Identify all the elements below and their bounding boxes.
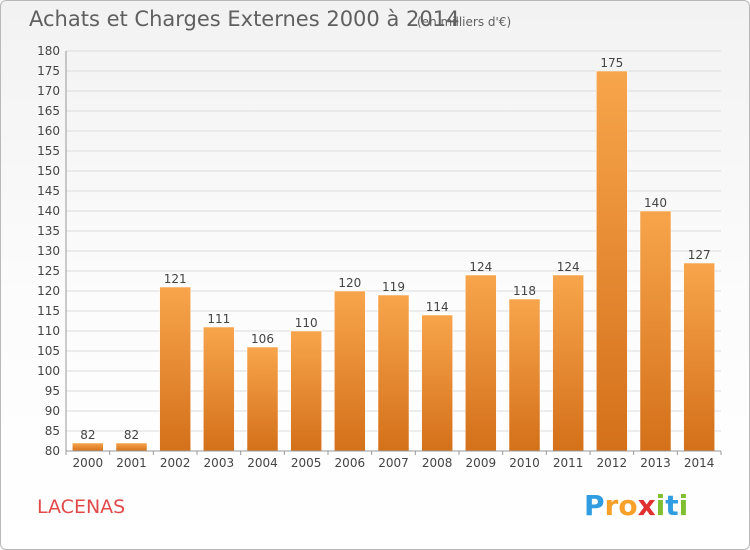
bars: 82 82 121 111 106 110 120 119 114 124 118 124 175 140…	[72, 56, 715, 452]
logo-letter: r	[604, 489, 619, 522]
x-tick-label: 2014	[684, 456, 715, 470]
bar	[552, 274, 584, 452]
x-tick-label: 2006	[335, 456, 366, 470]
bar	[115, 442, 148, 452]
y-axis: 80 85 90 95 100 105 110 115 120 125 130 135 140 145 15…	[37, 44, 67, 458]
bar-value-label: 106	[251, 332, 274, 346]
y-tick-label: 120	[37, 284, 60, 298]
chart-subtitle: (en milliers d'€)	[417, 15, 512, 29]
y-tick-label: 110	[37, 324, 60, 338]
logo-letter: i	[678, 489, 689, 522]
bar-value-label: 111	[207, 312, 230, 326]
y-tick-label: 145	[37, 184, 60, 198]
y-tick-label: 150	[37, 164, 60, 178]
y-tick-label: 140	[37, 204, 60, 218]
y-tick-label: 165	[37, 104, 60, 118]
logo-letter: o	[618, 489, 638, 522]
bar-value-label: 140	[644, 196, 667, 210]
x-tick-label: 2013	[640, 456, 671, 470]
y-tick-label: 160	[37, 124, 60, 138]
bar-value-label: 82	[80, 428, 95, 442]
x-tick-label: 2003	[204, 456, 235, 470]
y-tick-label: 155	[37, 144, 60, 158]
x-axis: 2000 2001 2002 2003 2004 2005 2006 2007 2008 2009…	[65, 450, 722, 470]
bar	[421, 314, 453, 452]
y-tick-label: 100	[37, 364, 60, 378]
bar-value-label: 118	[513, 284, 536, 298]
y-tick-label: 115	[37, 304, 60, 318]
bar-value-label: 114	[426, 300, 449, 314]
y-tick-label: 105	[37, 344, 60, 358]
x-tick-label: 2010	[509, 456, 540, 470]
x-tick-label: 2002	[160, 456, 191, 470]
bar-value-label: 127	[688, 248, 711, 262]
x-tick-label: 2008	[422, 456, 453, 470]
y-tick-label: 125	[37, 264, 60, 278]
bar	[377, 294, 410, 452]
bar	[203, 326, 235, 452]
bar	[596, 70, 628, 452]
bar-value-label: 82	[124, 428, 139, 442]
bar-value-label: 120	[338, 276, 361, 290]
y-tick-label: 95	[45, 384, 60, 398]
x-tick-label: 2001	[116, 456, 147, 470]
bar	[334, 290, 366, 452]
bar	[246, 346, 279, 452]
bar-value-label: 124	[469, 260, 492, 274]
x-tick-label: 2007	[378, 456, 409, 470]
x-tick-label: 2000	[73, 456, 104, 470]
y-tick-label: 175	[37, 64, 60, 78]
x-tick-label: 2004	[247, 456, 278, 470]
bar-value-label: 175	[600, 56, 623, 70]
logo-letter: t	[665, 489, 679, 522]
logo-letter: x	[637, 489, 656, 522]
x-tick-label: 2005	[291, 456, 322, 470]
y-tick-label: 85	[45, 424, 60, 438]
y-tick-label: 130	[37, 244, 60, 258]
y-tick-label: 170	[37, 84, 60, 98]
bar	[683, 262, 715, 452]
bar-value-label: 119	[382, 280, 405, 294]
bar-value-label: 121	[164, 272, 187, 286]
logo-letter: i	[655, 489, 666, 522]
bar-value-label: 110	[295, 316, 318, 330]
logo-letter: P	[584, 489, 605, 522]
bar	[290, 330, 322, 452]
bar	[465, 274, 497, 452]
x-tick-label: 2011	[553, 456, 584, 470]
y-tick-label: 180	[37, 44, 60, 58]
commune-name: LACENAS	[37, 496, 126, 518]
chart-title: Achats et Charges Externes 2000 à 2014	[29, 7, 460, 31]
bar	[159, 286, 191, 452]
bar	[508, 298, 541, 452]
y-tick-label: 90	[45, 404, 60, 418]
x-tick-label: 2009	[466, 456, 497, 470]
proxiti-logo: Proxiti	[584, 489, 688, 522]
bar	[639, 210, 672, 452]
y-tick-label: 80	[45, 444, 60, 458]
bar	[72, 442, 104, 452]
bar-value-label: 124	[557, 260, 580, 274]
y-tick-label: 135	[37, 224, 60, 238]
x-tick-label: 2012	[597, 456, 628, 470]
